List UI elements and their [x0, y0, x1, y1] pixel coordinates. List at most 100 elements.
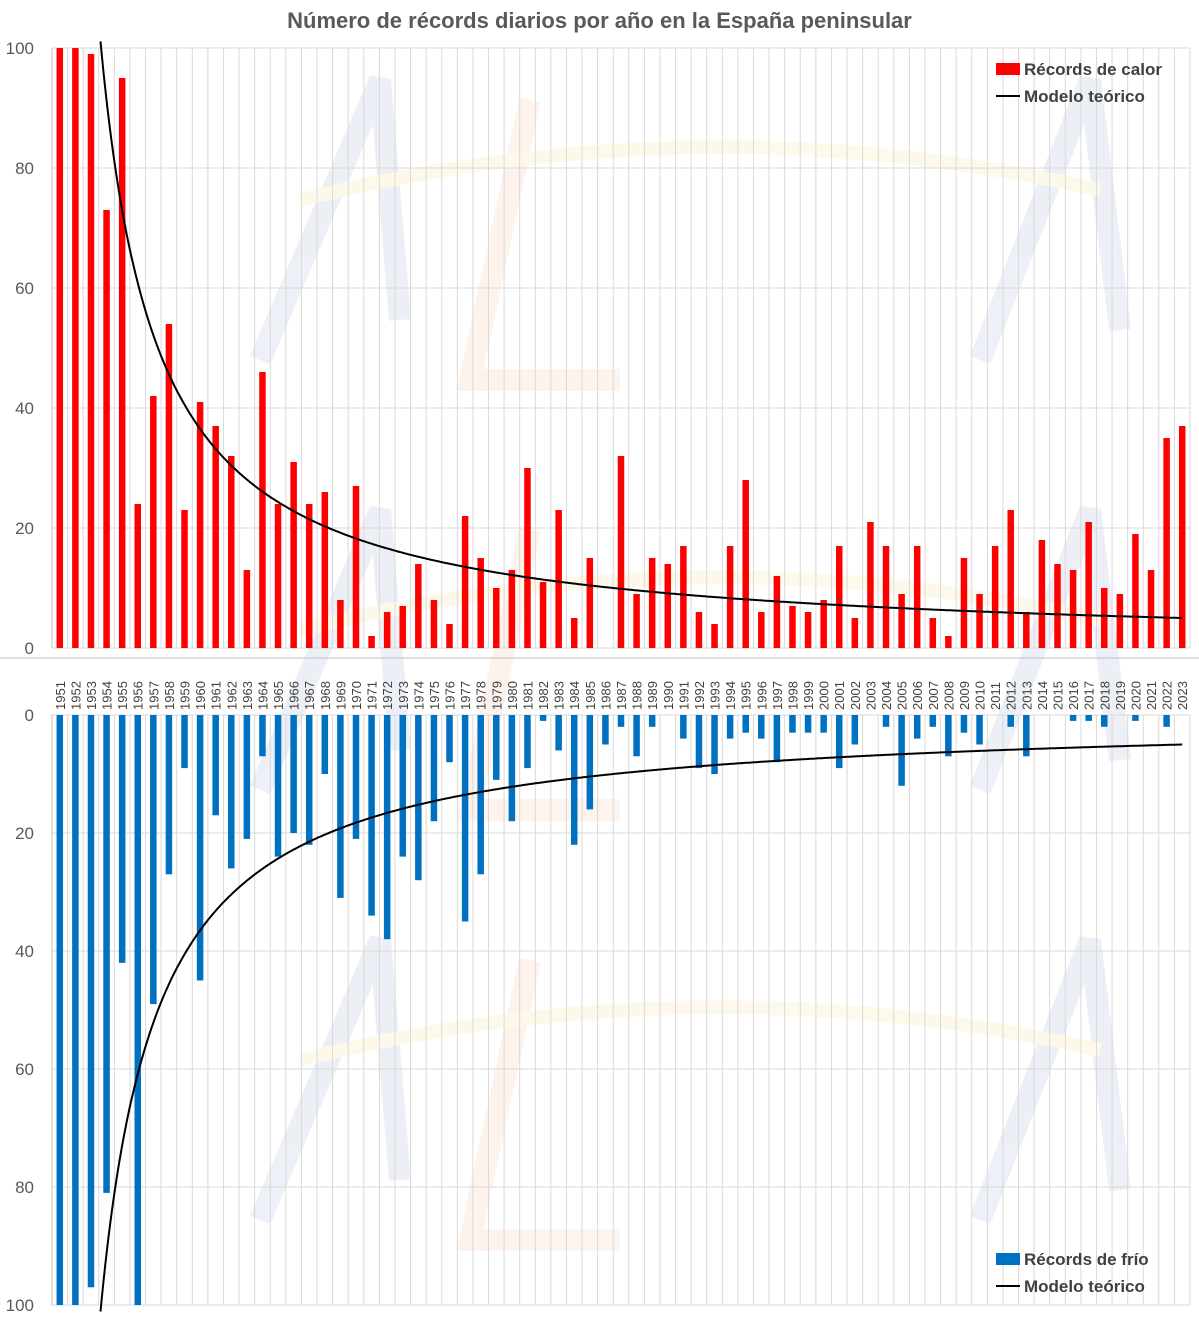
heat-bar [1163, 438, 1170, 648]
cold-bar [118, 715, 126, 963]
year-tick-label: 2016 [1066, 681, 1081, 710]
heat-legend-model-label: Modelo teórico [1024, 87, 1145, 106]
cold-bar [617, 715, 625, 727]
cold-ytick-label: 80 [15, 1178, 34, 1197]
year-tick-label: 1953 [84, 681, 99, 710]
year-tick-label: 1987 [614, 681, 629, 710]
cold-bar [695, 715, 703, 769]
cold-bar [711, 715, 718, 774]
year-tick-label: 1957 [146, 681, 161, 710]
heat-bar [446, 624, 453, 648]
year-tick-label: 1968 [318, 681, 333, 710]
heat-bar [1147, 570, 1155, 648]
heat-bar [898, 594, 905, 648]
heat-bar [882, 546, 890, 648]
heat-bar [352, 486, 360, 648]
heat-bar [789, 606, 796, 648]
heat-bar [72, 48, 79, 648]
heat-bar [1178, 426, 1186, 648]
heat-bar [196, 402, 204, 648]
year-tick-label: 2023 [1175, 681, 1190, 710]
year-tick-label: 1988 [630, 681, 645, 710]
heat-bar [664, 564, 672, 648]
heat-bar [680, 546, 687, 648]
cold-bar [383, 715, 391, 940]
cold-bar [960, 715, 968, 733]
year-tick-label: 1951 [53, 681, 68, 710]
cold-bar [945, 715, 952, 757]
year-tick-label: 1999 [801, 681, 816, 710]
cold-bar [555, 715, 562, 751]
chart-grid [51, 47, 1191, 1306]
heat-bar [820, 600, 827, 648]
year-tick-label: 1952 [68, 681, 83, 710]
heat-bar [1038, 540, 1046, 648]
year-tick-label: 1965 [271, 681, 286, 710]
heat-bar [913, 546, 921, 648]
year-tick-label: 2008 [941, 681, 956, 710]
cold-bar [399, 715, 407, 857]
year-tick-label: 2012 [1004, 681, 1019, 710]
cold-ytick-label: 40 [15, 942, 34, 961]
cold-bar [508, 715, 516, 822]
heat-bar [477, 558, 484, 648]
year-tick-label: 1955 [115, 681, 130, 710]
heat-ytick-label: 100 [6, 39, 34, 58]
cold-bar [1132, 715, 1139, 721]
heat-ytick-label: 60 [15, 279, 34, 298]
heat-bar [1069, 570, 1077, 648]
year-tick-label: 1977 [458, 681, 473, 710]
cold-bar [882, 715, 890, 727]
cold-bar [181, 715, 188, 769]
heat-bar [430, 600, 438, 648]
heat-bar [321, 492, 329, 648]
cold-bar [570, 715, 578, 845]
heat-bar [1132, 534, 1139, 648]
cold-bar [976, 715, 983, 745]
year-tick-label: 2020 [1128, 681, 1143, 710]
cold-bar [898, 715, 905, 786]
heat-ytick-label: 20 [15, 519, 34, 538]
heat-bar [835, 546, 843, 648]
year-tick-label: 1990 [661, 681, 676, 710]
cold-bar [461, 715, 469, 922]
year-tick-label: 1978 [474, 681, 489, 710]
heat-bar [103, 210, 110, 648]
year-tick-label: 2017 [1082, 681, 1097, 710]
cold-bar [1007, 715, 1014, 727]
heat-bar [851, 618, 859, 648]
heat-bar [181, 510, 188, 648]
heat-bar [243, 570, 251, 648]
cold-bar [196, 715, 204, 981]
cold-legend-label: Récords de frío [1024, 1250, 1149, 1269]
year-tick-label: 1971 [365, 681, 380, 710]
year-tick-label: 1956 [131, 681, 146, 710]
cold-bar [1101, 715, 1108, 727]
heat-bar [648, 558, 656, 648]
cold-bar [633, 715, 640, 757]
heat-bar [1085, 522, 1092, 648]
cold-legend-model-label: Modelo teórico [1024, 1277, 1145, 1296]
year-tick-label: 2022 [1160, 681, 1175, 710]
cold-bar [430, 715, 438, 822]
cold-bar [56, 715, 64, 1305]
cold-bar [72, 715, 79, 1305]
heat-ytick-label: 40 [15, 399, 34, 418]
cold-bar [648, 715, 656, 727]
cold-bar [352, 715, 360, 839]
year-tick-label: 2007 [926, 681, 941, 710]
cold-bar [477, 715, 484, 875]
heat-model-curve [99, 41, 1183, 619]
cold-bar [804, 715, 812, 733]
cold-bar [305, 715, 313, 845]
cold-bar [1163, 715, 1170, 727]
heat-bar [305, 504, 313, 648]
cold-bar [243, 715, 251, 839]
year-tick-label: 1998 [785, 681, 800, 710]
year-tick-label: 1981 [520, 681, 535, 710]
year-tick-label: 1993 [708, 681, 723, 710]
heat-bar [134, 504, 141, 648]
heat-bar [150, 396, 157, 648]
heat-bar [212, 426, 219, 648]
cold-bar [726, 715, 734, 739]
